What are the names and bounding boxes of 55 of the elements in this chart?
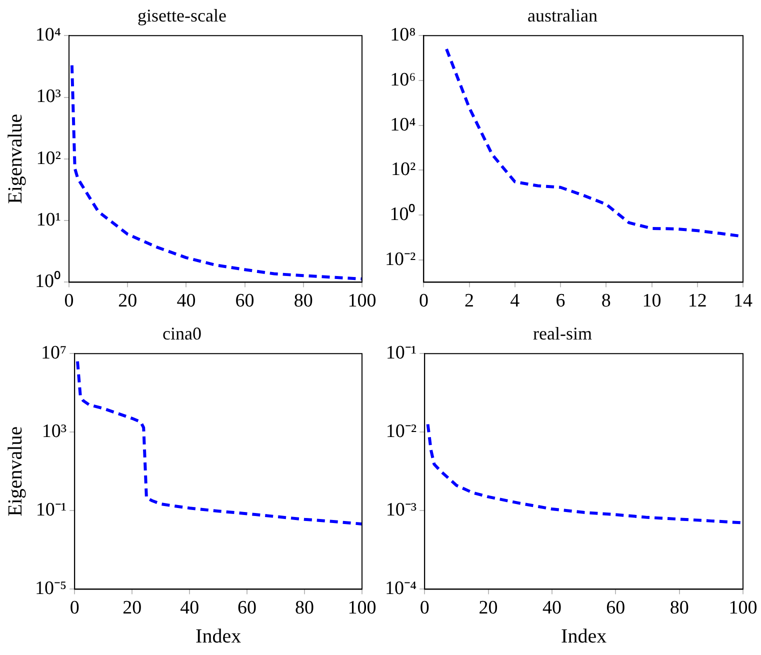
x-tick-label: 80 — [295, 598, 314, 619]
y-tick-label: 10⁰ — [35, 270, 61, 292]
x-tick-label: 40 — [176, 290, 196, 312]
x-tick-label: 60 — [238, 598, 257, 619]
x-tick-label: 20 — [118, 290, 138, 312]
x-tick-label: 20 — [478, 598, 498, 619]
x-tick-label: 60 — [235, 290, 254, 312]
chart-title: cina0 — [162, 324, 202, 344]
y-tick-label: 10⁸ — [390, 24, 416, 46]
y-tick-label: 10² — [390, 159, 416, 180]
y-tick-label: 10⁻¹ — [386, 342, 417, 364]
y-tick-label: 10¹ — [36, 210, 62, 231]
x-tick-label: 100 — [348, 598, 376, 619]
y-axis-title: Eigenvalue — [4, 114, 26, 204]
y-tick-label: 10⁰ — [390, 202, 416, 225]
y-tick-label: 10² — [36, 148, 62, 169]
x-tick-label: 0 — [64, 290, 74, 312]
y-tick-label: 10⁷ — [41, 342, 67, 364]
x-tick-label: 80 — [294, 290, 313, 312]
x-tick-label: 20 — [122, 598, 142, 619]
chart-title: gisette-scale — [138, 6, 226, 26]
x-tick-label: 12 — [688, 290, 707, 312]
x-tick-label: 0 — [418, 290, 428, 312]
x-tick-label: 80 — [670, 598, 689, 619]
x-tick-label: 100 — [348, 290, 376, 312]
y-tick-label: 10³ — [36, 86, 62, 108]
line-series — [76, 360, 362, 526]
y-tick-label: 10⁻⁵ — [35, 578, 67, 600]
x-tick-label: 6 — [556, 290, 566, 312]
x-tick-label: 10 — [642, 290, 662, 312]
y-tick-label: 10⁻² — [386, 421, 417, 442]
x-tick-label: 14 — [734, 290, 753, 312]
x-tick-label: 0 — [420, 598, 430, 619]
chart-title: australian — [528, 6, 598, 26]
chart-title: real-sim — [533, 324, 592, 344]
y-tick-label: 10⁴ — [35, 24, 62, 46]
x-tick-label: 0 — [70, 598, 80, 619]
y-tick-label: 10⁶ — [390, 69, 416, 90]
x-axis-title: Index — [196, 625, 242, 648]
y-tick-label: 10⁻¹ — [36, 500, 67, 521]
x-tick-label: 100 — [728, 598, 758, 619]
y-tick-label: 10³ — [42, 421, 67, 442]
x-tick-label: 8 — [601, 290, 611, 312]
line-series — [426, 422, 743, 524]
x-tick-label: 60 — [606, 598, 626, 619]
x-axis-title: Index — [561, 625, 607, 648]
x-tick-label: 2 — [464, 290, 474, 312]
y-tick-label: 10⁻⁴ — [385, 578, 417, 600]
y-tick-label: 10⁻² — [384, 248, 416, 270]
y-tick-label: 10⁻³ — [386, 500, 417, 521]
y-axis-title: Eigenvalue — [4, 426, 26, 516]
x-tick-label: 40 — [180, 598, 200, 619]
x-tick-label: 4 — [510, 290, 520, 312]
x-tick-label: 40 — [542, 598, 562, 619]
y-tick-label: 10⁴ — [390, 114, 416, 136]
